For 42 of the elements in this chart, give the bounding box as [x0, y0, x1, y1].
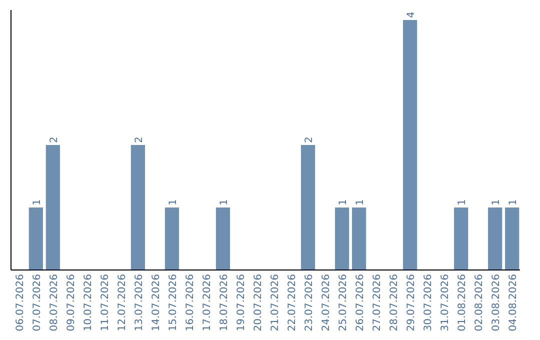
x-tick-label: 02.08.2026: [474, 274, 486, 332]
data-label: 1: [355, 199, 366, 206]
x-tick-label: 21.07.2026: [270, 274, 282, 332]
data-label: 1: [508, 199, 520, 206]
x-tick-label: 28.07.2026: [389, 274, 400, 332]
x-tick-label: 08.07.2026: [48, 274, 60, 332]
x-tick-label: 07.07.2026: [32, 274, 43, 332]
data-label: 1: [168, 199, 179, 206]
data-label: 1: [32, 199, 43, 206]
x-tick-label: 29.07.2026: [406, 274, 418, 332]
data-label: 1: [491, 199, 502, 206]
data-label: 1: [338, 199, 350, 206]
x-tick-label: 17.07.2026: [202, 274, 213, 332]
x-tick-label: 24.07.2026: [321, 274, 332, 332]
data-label: 1: [457, 199, 468, 206]
x-tick-label: 04.08.2026: [508, 274, 520, 332]
x-tick-label: 15.07.2026: [168, 274, 179, 332]
x-tick-label: 27.07.2026: [372, 274, 384, 332]
x-tick-label: 23.07.2026: [304, 274, 316, 332]
x-tick-label: 06.07.2026: [14, 274, 26, 332]
x-tick-label: 26.07.2026: [355, 274, 366, 332]
x-tick-label: 09.07.2026: [66, 274, 77, 332]
data-label: 4: [406, 12, 418, 18]
x-tick-label: 10.07.2026: [82, 274, 94, 332]
x-tick-label: 18.07.2026: [218, 274, 230, 332]
x-tick-label: 20.07.2026: [252, 274, 264, 332]
x-tick-label: 11.07.2026: [100, 274, 111, 332]
x-tick-label: 19.07.2026: [236, 274, 247, 332]
x-tick-label: 12.07.2026: [116, 274, 128, 332]
x-tick-label: 16.07.2026: [184, 274, 196, 332]
x-tick-label: 30.07.2026: [423, 274, 434, 332]
x-tick-label: 13.07.2026: [134, 274, 145, 332]
x-tick-label: 25.07.2026: [338, 274, 350, 332]
x-tick-label: 22.07.2026: [287, 274, 298, 332]
x-tick-label: 01.08.2026: [457, 274, 468, 332]
x-tick-label: 03.08.2026: [491, 274, 502, 332]
x-tick-label: 31.07.2026: [440, 274, 452, 332]
data-label: 2: [134, 136, 145, 143]
data-label: 2: [304, 136, 316, 143]
data-label: 2: [48, 136, 60, 143]
x-tick-label: 14.07.2026: [150, 274, 162, 332]
data-label: 1: [218, 199, 230, 206]
